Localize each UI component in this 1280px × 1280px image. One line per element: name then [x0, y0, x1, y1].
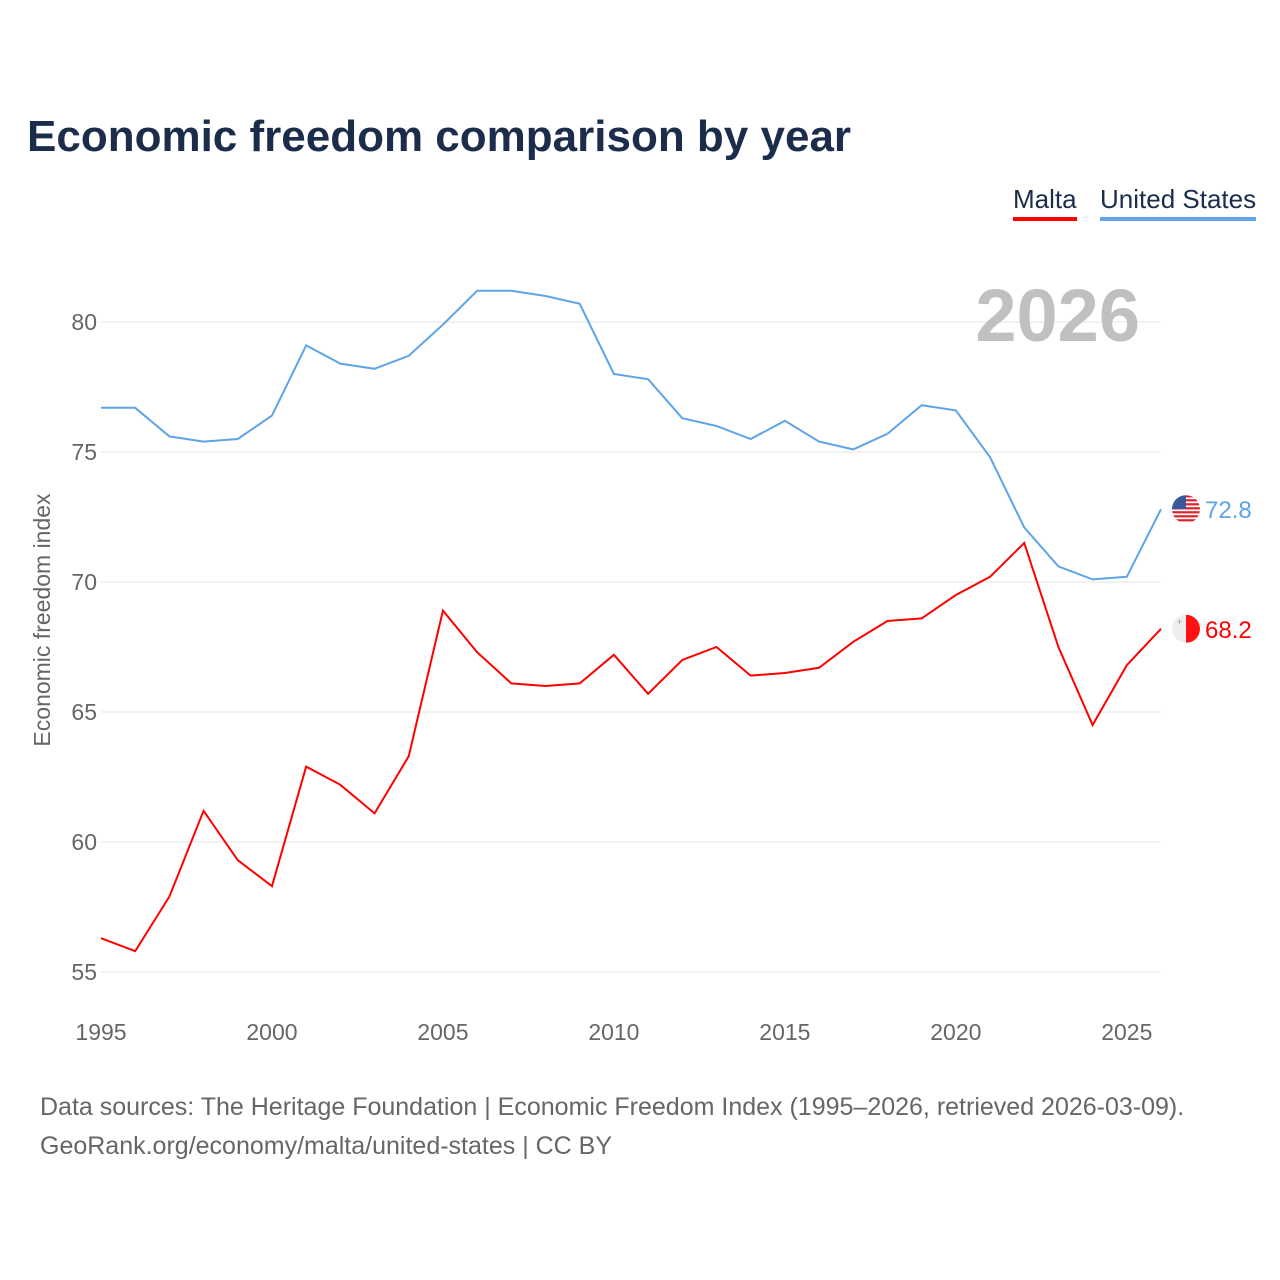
canton — [1172, 495, 1186, 510]
x-tick-label: 2000 — [246, 1019, 297, 1045]
white-half — [1172, 614, 1186, 643]
y-tick-label: 55 — [71, 959, 97, 985]
current-year-label: 2026 — [975, 274, 1140, 357]
source-line-2[interactable]: GeoRank.org/economy/malta/united-states … — [40, 1132, 613, 1160]
y-tick-label: 80 — [71, 309, 97, 335]
source-note: Data sources: The Heritage Foundation | … — [40, 1088, 1184, 1166]
x-tick-label: 2010 — [588, 1019, 639, 1045]
stripe — [1172, 519, 1200, 522]
y-tick-label: 60 — [71, 829, 97, 855]
us-flag-icon — [1172, 495, 1200, 522]
x-tick-label: 2005 — [417, 1019, 468, 1045]
flag-body — [1172, 495, 1200, 522]
legend-item-malta[interactable]: Malta — [1013, 184, 1077, 221]
source-line-1: Data sources: The Heritage Foundation | … — [40, 1093, 1185, 1121]
y-tick-label: 65 — [71, 699, 97, 725]
stripe — [1172, 511, 1200, 514]
flag-body: + — [1172, 614, 1200, 643]
y-tick-label: 75 — [71, 439, 97, 465]
x-tick-label: 2020 — [930, 1019, 981, 1045]
chart-title: Economic freedom comparison by year — [27, 112, 852, 161]
end-value-label: 68.2 — [1205, 617, 1252, 644]
george-cross: + — [1177, 617, 1182, 627]
red-half — [1186, 614, 1200, 643]
legend-item-united-states[interactable]: United States — [1100, 184, 1257, 221]
end-value-label: 72.8 — [1205, 497, 1252, 524]
x-tick-label: 2015 — [759, 1019, 810, 1045]
series-line-united-states — [101, 289, 1162, 581]
y-axis-label: Economic freedom index — [29, 493, 55, 747]
x-tick-label: 2025 — [1101, 1019, 1152, 1045]
stripe — [1172, 515, 1200, 518]
malta-flag-icon: + — [1172, 614, 1200, 643]
x-tick-label: 1995 — [75, 1019, 126, 1045]
series-line-malta — [100, 541, 1162, 953]
y-tick-label: 70 — [71, 569, 97, 595]
